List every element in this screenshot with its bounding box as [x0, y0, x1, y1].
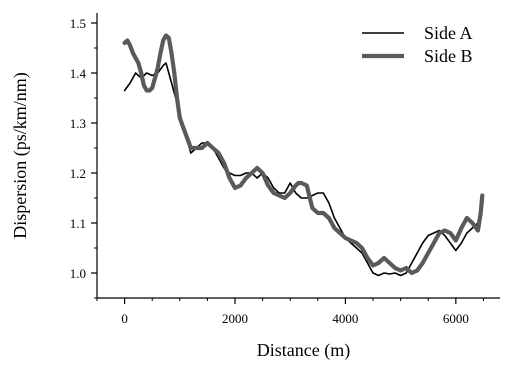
- x-ticks: 0 2000 4000 6000: [96, 298, 484, 326]
- x-axis-title: Distance (m): [257, 340, 350, 361]
- x-tick-label: 0: [121, 311, 128, 326]
- axes: 0 2000 4000 6000 1.0 1.1 1.2 1.3 1.4 1.5: [70, 13, 500, 326]
- x-tick-label: 4000: [332, 311, 358, 326]
- y-axis-title: Dispersion (ps/km/nm): [10, 72, 31, 239]
- y-tick-label: 1.5: [70, 16, 86, 31]
- y-tick-label: 1.4: [70, 66, 87, 81]
- y-tick-label: 1.0: [70, 266, 86, 281]
- series-layer: [122, 33, 485, 277]
- y-ticks: 1.0 1.1 1.2 1.3 1.4 1.5: [70, 16, 97, 299]
- y-tick-label: 1.2: [70, 166, 86, 181]
- legend-label-side-b: Side B: [424, 46, 473, 66]
- legend-label-side-a: Side A: [424, 23, 473, 43]
- y-tick-label: 1.1: [70, 216, 86, 231]
- y-tick-label: 1.3: [70, 116, 86, 131]
- series-line-side-b: [122, 33, 485, 276]
- x-tick-label: 6000: [443, 311, 469, 326]
- legend: Side A Side B: [362, 23, 473, 66]
- x-tick-label: 2000: [222, 311, 248, 326]
